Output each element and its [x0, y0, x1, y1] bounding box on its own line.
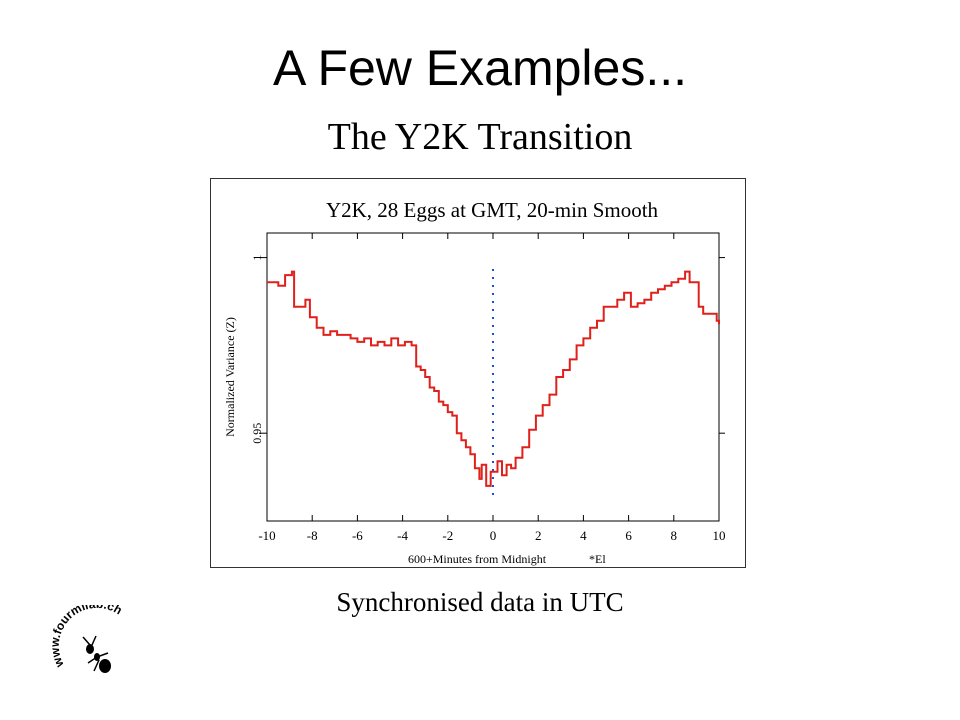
- chart-svg: Y2K, 28 Eggs at GMT, 20-min Smooth -10 -8…: [223, 198, 726, 566]
- y-tick-label: 0.95: [250, 423, 264, 444]
- x-tick-label: -10: [258, 528, 275, 543]
- x-tick-label: -6: [352, 528, 363, 543]
- series-line: [267, 270, 720, 487]
- ticks-layer: -10 -8 -6 -4 -2 0 2 4 6 8 10 1 0.95: [250, 233, 726, 543]
- x-tick-label: 8: [671, 528, 678, 543]
- x-axis-note: *El: [589, 552, 606, 566]
- logo-textpath: www.fourmilab.ch: [50, 605, 125, 670]
- y-axis-label: Normalized Variance (Z): [223, 317, 237, 437]
- x-tick-label: -2: [442, 528, 453, 543]
- x-axis-label: 600+Minutes from Midnight: [408, 552, 547, 566]
- x-tick-label: 4: [580, 528, 587, 543]
- fourmilab-logo: www.fourmilab.ch: [50, 605, 125, 673]
- x-tick-label: 10: [713, 528, 726, 543]
- logo-text: www.fourmilab.ch: [50, 605, 125, 670]
- y-tick-label: 1: [250, 255, 264, 261]
- slide-subtitle: The Y2K Transition: [327, 116, 633, 158]
- ant-icon: [82, 635, 111, 673]
- x-tick-label: 0: [490, 528, 497, 543]
- slide-caption: Synchronised data in UTC: [336, 587, 624, 617]
- x-tick-label: -4: [397, 528, 408, 543]
- x-tick-label: -8: [307, 528, 318, 543]
- chart-title: Y2K, 28 Eggs at GMT, 20-min Smooth: [326, 198, 659, 222]
- x-tick-label: 2: [535, 528, 542, 543]
- x-tick-label: 6: [625, 528, 632, 543]
- chart-figure: Y2K, 28 Eggs at GMT, 20-min Smooth -10 -8…: [210, 178, 746, 568]
- slide-title: A Few Examples...: [272, 40, 688, 96]
